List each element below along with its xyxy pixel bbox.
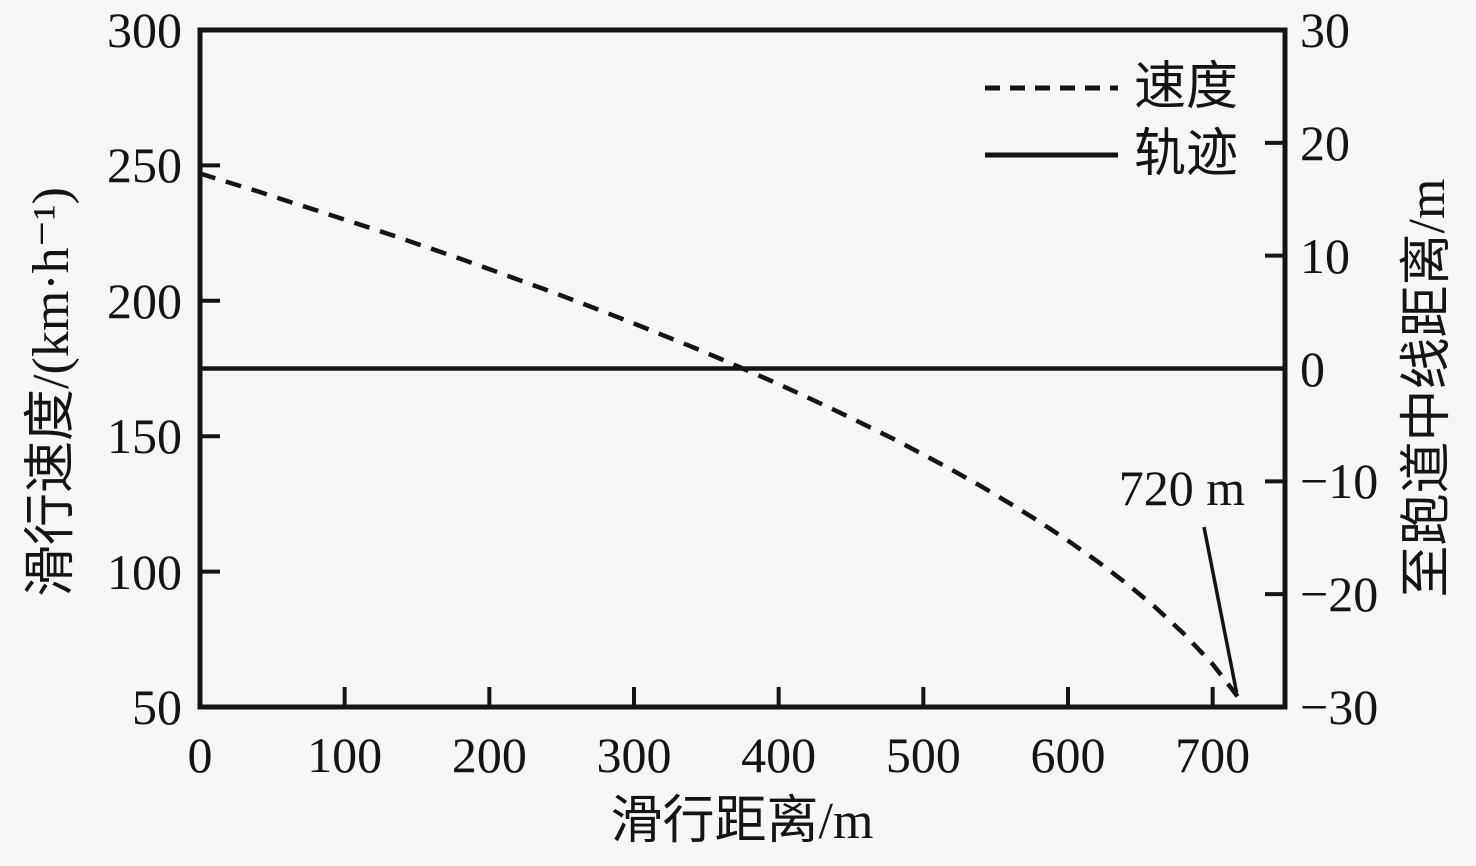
x-axis-tick-label: 500 <box>885 727 961 783</box>
left-axis-tick-label: 150 <box>107 408 182 465</box>
right-axis-tick-label: −30 <box>1300 679 1379 735</box>
dashed-line-sample <box>985 85 1118 91</box>
x-axis-tick-label: 200 <box>451 727 527 783</box>
x-axis-tick-label: 300 <box>596 727 672 783</box>
right-axis-title: 至跑道中线距离/m <box>1399 178 1456 598</box>
x-axis-tick-label: 600 <box>1030 727 1106 783</box>
annotation-720m: 720 m <box>1118 460 1246 516</box>
legend-label-speed: 速度 <box>1134 59 1239 116</box>
x-axis-tick-label: 700 <box>1175 727 1251 783</box>
right-axis-tick-label: 10 <box>1300 227 1350 284</box>
left-axis-tick-label: 300 <box>107 2 182 58</box>
legend-item-speed: 速度 <box>985 62 1238 114</box>
annotation-leader-line <box>1202 526 1239 693</box>
left-axis-tick-label: 100 <box>107 543 182 600</box>
left-axis-tick-label: 50 <box>132 679 182 735</box>
x-axis-title: 滑行距离/m <box>610 793 874 850</box>
left-axis-title: 滑行速度/(km·h⁻¹) <box>23 187 80 597</box>
right-axis-tick-label: −20 <box>1300 566 1379 623</box>
series-speed-dashed-curve <box>199 171 1244 703</box>
right-axis-tick-label: 0 <box>1300 340 1325 397</box>
x-axis-tick-label: 0 <box>187 727 213 783</box>
legend-label-trajectory: 轨迹 <box>1134 126 1239 183</box>
solid-line-sample <box>985 152 1118 158</box>
x-axis-tick-label: 400 <box>741 727 817 783</box>
legend-item-trajectory: 轨迹 <box>985 129 1238 181</box>
right-axis-tick-label: −10 <box>1300 453 1379 510</box>
left-axis-tick-label: 250 <box>107 137 182 194</box>
right-axis-tick-label: 30 <box>1300 2 1350 58</box>
x-axis-tick-label: 100 <box>307 727 383 783</box>
left-axis-tick-label: 200 <box>107 272 182 329</box>
right-axis-tick-label: 20 <box>1300 114 1350 171</box>
